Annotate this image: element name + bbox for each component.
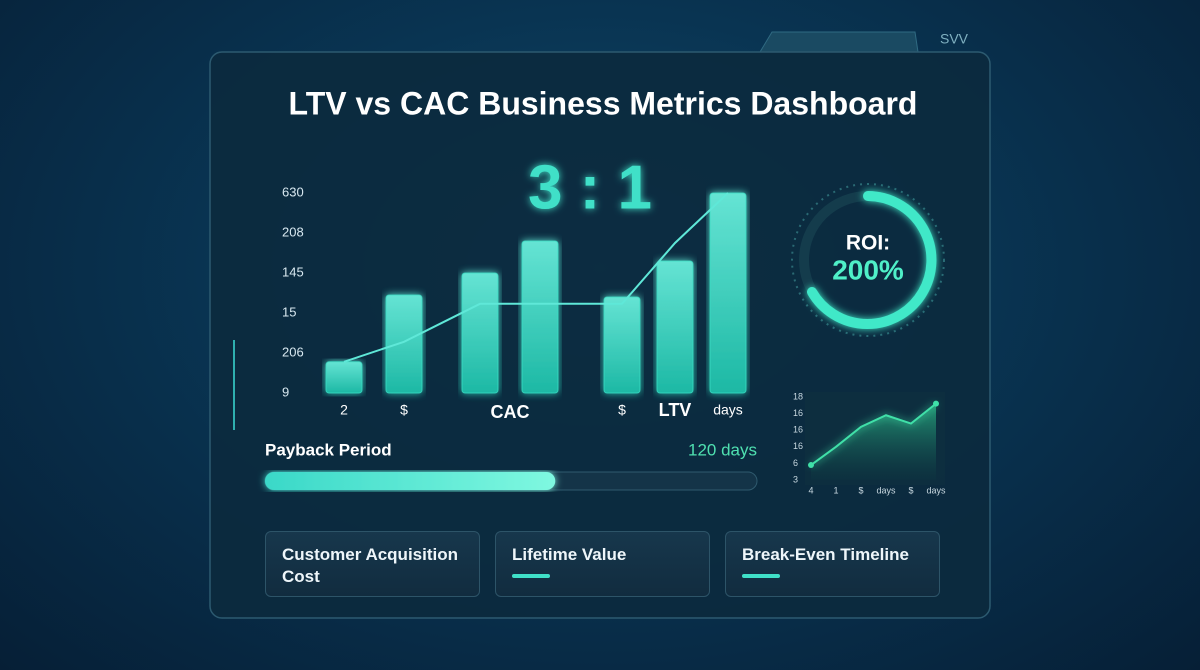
bar — [461, 272, 499, 394]
annotation: CAC — [491, 402, 530, 422]
x-tick-label: $ — [400, 402, 408, 418]
payback-value: 120 days — [688, 440, 757, 459]
card-label: Customer Acquisition Cost — [282, 545, 458, 586]
ratio: 3 : 1 — [528, 153, 652, 222]
point — [933, 400, 939, 407]
roi-label: ROI: — [846, 232, 890, 255]
trend-line — [343, 192, 729, 363]
y-tick-label: 16 — [793, 408, 803, 418]
x-tick-label: $ — [858, 485, 863, 495]
x-tick-label: $ — [618, 402, 626, 418]
payback-label: Payback Period — [265, 440, 392, 459]
y-tick-label: 18 — [793, 391, 803, 401]
roi-value: 200% — [832, 254, 904, 285]
gauge-ticks — [791, 183, 945, 337]
area — [811, 403, 936, 480]
x-tick-label: days — [926, 485, 946, 495]
x-tick-label: days — [876, 485, 896, 495]
card[interactable]: Break-Even Timeline — [725, 531, 940, 597]
y-tick-label: 208 — [282, 224, 304, 239]
x-tick-label: 4 — [808, 485, 813, 495]
y-tick-label: 145 — [282, 264, 304, 279]
card[interactable]: Lifetime Value — [495, 531, 710, 597]
x-tick-label: $ — [908, 485, 913, 495]
bar — [385, 294, 423, 394]
y-tick-label: 206 — [282, 344, 304, 359]
y-tick-label: 630 — [282, 184, 304, 199]
card-label: Break-Even Timeline — [742, 545, 909, 564]
bar — [325, 361, 363, 394]
title: LTV vs CAC Business Metrics Dashboard — [289, 85, 918, 121]
line — [810, 402, 937, 466]
y-tick-label: 16 — [793, 441, 803, 451]
gauge-arc — [807, 191, 937, 329]
bar — [603, 296, 641, 394]
y-tick-label: 16 — [793, 425, 803, 435]
tab-label: SVV — [940, 31, 969, 47]
card-accent — [742, 574, 780, 578]
bar — [656, 260, 694, 394]
y-tick-label: 6 — [793, 458, 798, 468]
y-tick-label: 15 — [282, 304, 296, 319]
y-tick-label: 3 — [793, 474, 798, 484]
tab — [759, 31, 919, 53]
card-accent — [512, 574, 550, 578]
bar — [709, 192, 747, 394]
y-tick-label: 9 — [282, 384, 289, 399]
x-tick-label: LTV — [659, 400, 692, 420]
x-tick-label: days — [713, 402, 743, 418]
x-tick-label: 2 — [340, 402, 348, 418]
card-label: Lifetime Value — [512, 545, 627, 564]
point — [808, 462, 814, 469]
card[interactable]: Customer Acquisition Cost — [265, 531, 480, 597]
progress-fill — [265, 472, 556, 490]
bar — [521, 240, 559, 394]
x-tick-label: 1 — [833, 485, 838, 495]
